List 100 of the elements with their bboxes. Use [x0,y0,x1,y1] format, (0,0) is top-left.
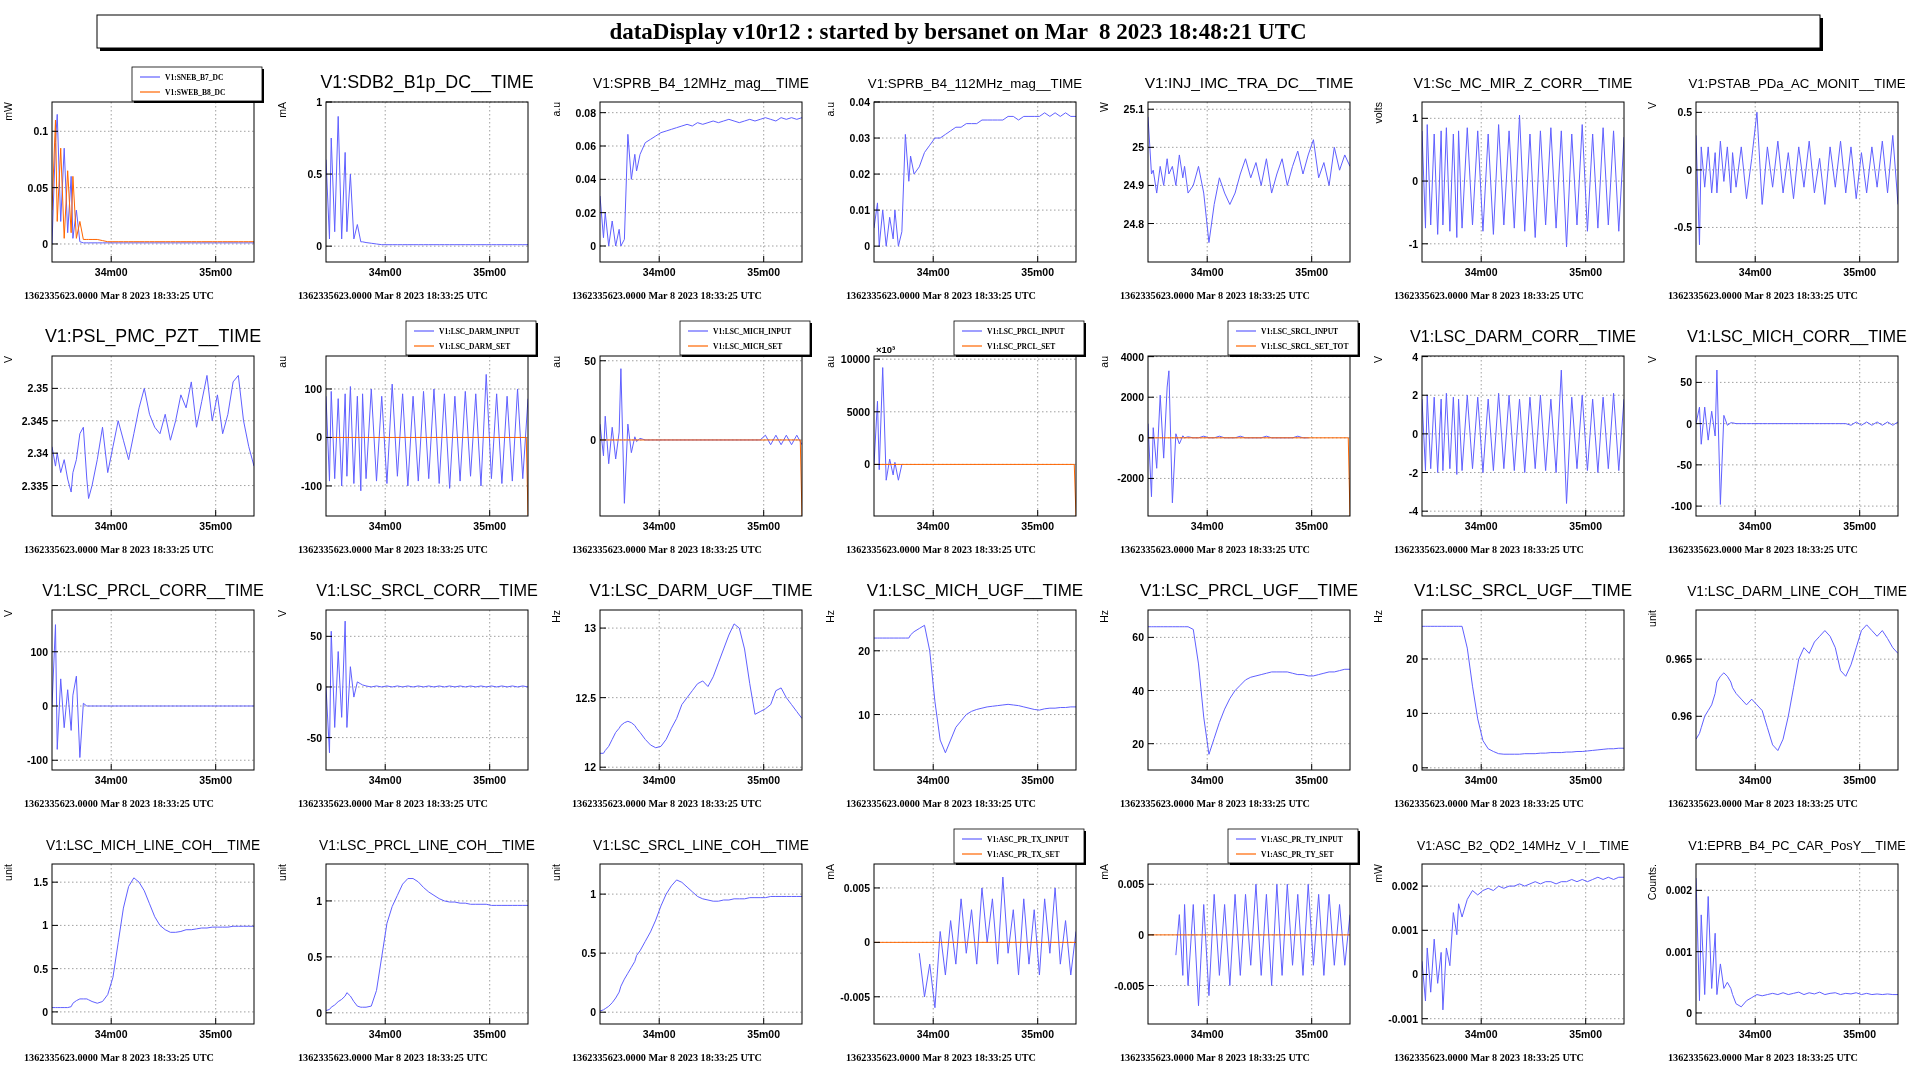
line-series [326,878,528,1012]
text: 1362335623.0000 Mar 8 2023 18:33:25 UTC [1394,290,1584,301]
chart-title: V1:LSC_SRCL_LINE_COH__TIME [593,838,809,853]
y-tick-label: 0.01 [849,204,871,217]
chart-title: V1:PSL_PMC_PZT__TIME [44,326,262,347]
y-tick-label: 2.345 [21,414,49,427]
line-series [1148,626,1350,755]
y-tick-label: 0.005 [1117,878,1145,891]
x-tick-label: 35m00 [1021,1028,1055,1040]
text: 1362335623.0000 Mar 8 2023 18:33:25 UTC [298,798,488,809]
text: 1362335623.0000 Mar 8 2023 18:33:25 UTC [1120,1052,1310,1063]
x-tick-label: 34m00 [642,774,676,786]
x-tick-label: 35m00 [1843,774,1877,786]
y-tick-label: 0 [1138,431,1145,444]
text: 1362335623.0000 Mar 8 2023 18:33:25 UTC [846,290,1036,301]
text: 1362335623.0000 Mar 8 2023 18:33:25 UTC [24,1052,214,1063]
y-tick-label: 10 [858,708,871,721]
y-axis-title: unit [276,863,288,881]
line-series [1696,369,1898,505]
y-axis-title: V [276,610,288,618]
y-tick-label: 1 [316,894,323,907]
y-tick-label: 1 [42,919,49,932]
y-tick-label: 1 [590,888,597,901]
y-tick-label: 0 [1686,417,1693,430]
line-series [326,115,528,246]
x-tick-label: 35m00 [1295,1028,1329,1040]
y-tick-label: 0.001 [1665,945,1693,958]
line-series [326,373,528,492]
chart-title: V1:LSC_SRCL_CORR__TIME [316,581,539,600]
line-series [874,367,903,481]
y-tick-label: 0 [42,1005,49,1018]
x-tick-label: 35m00 [473,520,507,532]
y-tick-label: -100 [300,479,323,492]
x-tick-label: 34m00 [94,1028,128,1040]
line-series [326,620,528,754]
y-axis-title: Hz [824,610,836,623]
y-tick-label: 0.1 [33,125,49,138]
y-tick-label: 20 [858,644,871,657]
y-tick-label: 50 [1680,376,1693,389]
y-tick-label: 0.05 [27,181,49,194]
y-tick-label: 4000 [1120,350,1145,363]
y-tick-label: 0.04 [849,96,871,108]
x-tick-label: 35m00 [747,520,781,532]
y-axis-title: mA [824,864,836,880]
chart-title: V1:SPRB_B4_12MHz_mag__TIME [593,76,809,91]
x-tick-label: 35m00 [1295,266,1329,278]
y-tick-label: 0 [316,431,323,444]
line-series [918,876,1076,1009]
x-tick-label: 34m00 [1738,774,1772,786]
x-tick-label: 35m00 [1569,266,1603,278]
line-series [874,112,1076,247]
text: 1362335623.0000 Mar 8 2023 18:33:25 UTC [1120,290,1310,301]
y-axis-title: V [1372,356,1384,364]
y-tick-label: 0.5 [307,168,323,181]
chart-title: V1:LSC_DARM_LINE_COH__TIME [1687,584,1907,599]
y-tick-label: 5000 [846,405,871,418]
y-axis-title: Hz [550,610,562,623]
y-tick-label: -4 [1408,505,1419,518]
text: 1362335623.0000 Mar 8 2023 18:33:25 UTC [298,290,488,301]
y-axis-title: au [824,355,836,368]
chart-title: V1:LSC_DARM_UGF__TIME [589,581,813,600]
text: dataDisplay v10r12 : started by bersanet on Mar 8 2023 18:48:21 UTC [609,19,1307,44]
y-tick-label: 0.002 [1665,884,1693,897]
y-axis-title: unit [2,863,14,881]
y-tick-label: 0 [42,700,49,712]
y-tick-label: 0.965 [1665,653,1693,666]
y-axis-title: mA [276,102,288,118]
y-tick-label: -0.5 [1673,221,1693,234]
text: 1362335623.0000 Mar 8 2023 18:33:25 UTC [1120,798,1310,809]
line-series [1422,876,1624,1011]
y-axis-title: a.u [824,101,836,117]
y-tick-label: 50 [584,354,597,367]
y-axis-title: mA [1098,864,1110,880]
y-tick-label: -50 [306,731,323,744]
y-axis-title: Hz [1372,610,1384,623]
y-tick-label: 12 [584,761,597,774]
x-tick-label: 34m00 [1464,1028,1498,1040]
x-tick-label: 34m00 [1738,266,1772,278]
x-tick-label: 34m00 [1190,266,1224,278]
x-tick-label: 35m00 [747,774,781,786]
x-tick-label: 34m00 [916,1028,950,1040]
y-tick-label: 0 [1138,928,1145,941]
y-tick-label: -0.001 [1388,1012,1419,1025]
y-tick-label: 1 [1412,112,1419,125]
y-axis-title: V [1646,102,1658,110]
y-axis-title: mW [1372,863,1384,883]
y-tick-label: -100 [1670,500,1693,513]
line-series [52,374,254,500]
y-axis-title: V [2,610,14,618]
y-axis-title: Hz [1098,610,1110,623]
line-series [874,624,1076,754]
line-series [1422,625,1624,755]
text: 1362335623.0000 Mar 8 2023 18:33:25 UTC [1394,798,1584,809]
x-tick-label: 35m00 [473,774,507,786]
x-tick-label: 35m00 [1843,1028,1877,1040]
x-tick-label: 34m00 [368,266,402,278]
y-tick-label: 0.02 [849,168,871,181]
x-tick-label: 35m00 [1021,266,1055,278]
y-tick-label: 2 [1412,389,1419,402]
text: 1362335623.0000 Mar 8 2023 18:33:25 UTC [1668,798,1858,809]
